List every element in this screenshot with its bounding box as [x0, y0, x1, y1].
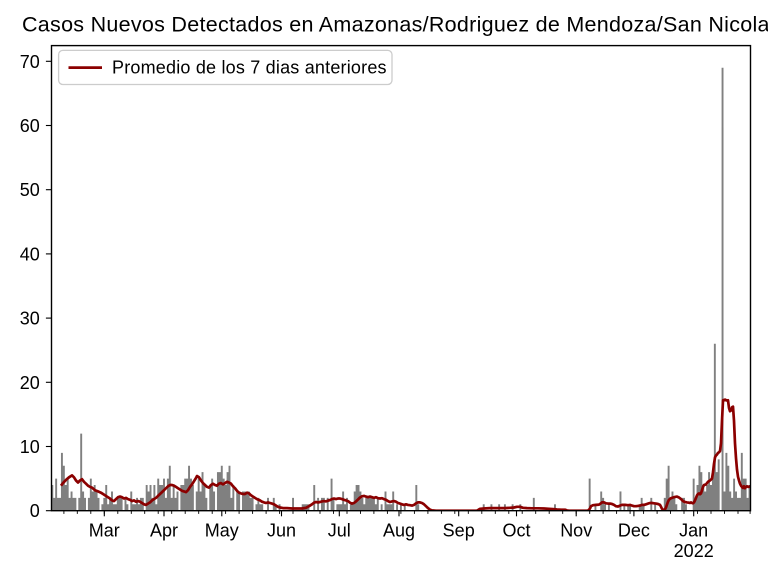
svg-text:70: 70: [20, 52, 40, 72]
svg-text:30: 30: [20, 309, 40, 329]
svg-text:Apr: Apr: [150, 520, 178, 540]
svg-text:Jun: Jun: [267, 520, 296, 540]
svg-text:Oct: Oct: [502, 520, 530, 540]
svg-text:Casos Nuevos Detectados en Ama: Casos Nuevos Detectados en Amazonas/Rodr…: [22, 13, 768, 37]
svg-text:Dec: Dec: [618, 520, 650, 540]
svg-text:60: 60: [20, 116, 40, 136]
svg-text:Jul: Jul: [328, 520, 351, 540]
svg-text:Sep: Sep: [443, 520, 475, 540]
svg-text:Mar: Mar: [89, 520, 120, 540]
svg-text:May: May: [205, 520, 239, 540]
svg-text:Nov: Nov: [560, 520, 592, 540]
svg-text:2022: 2022: [674, 541, 714, 561]
svg-text:Jan: Jan: [679, 520, 708, 540]
svg-text:40: 40: [20, 244, 40, 264]
svg-text:50: 50: [20, 180, 40, 200]
svg-text:Aug: Aug: [383, 520, 415, 540]
svg-text:10: 10: [20, 437, 40, 457]
svg-text:0: 0: [30, 501, 40, 521]
svg-text:Promedio de los 7 dias anterio: Promedio de los 7 dias anteriores: [112, 57, 387, 77]
svg-text:20: 20: [20, 373, 40, 393]
